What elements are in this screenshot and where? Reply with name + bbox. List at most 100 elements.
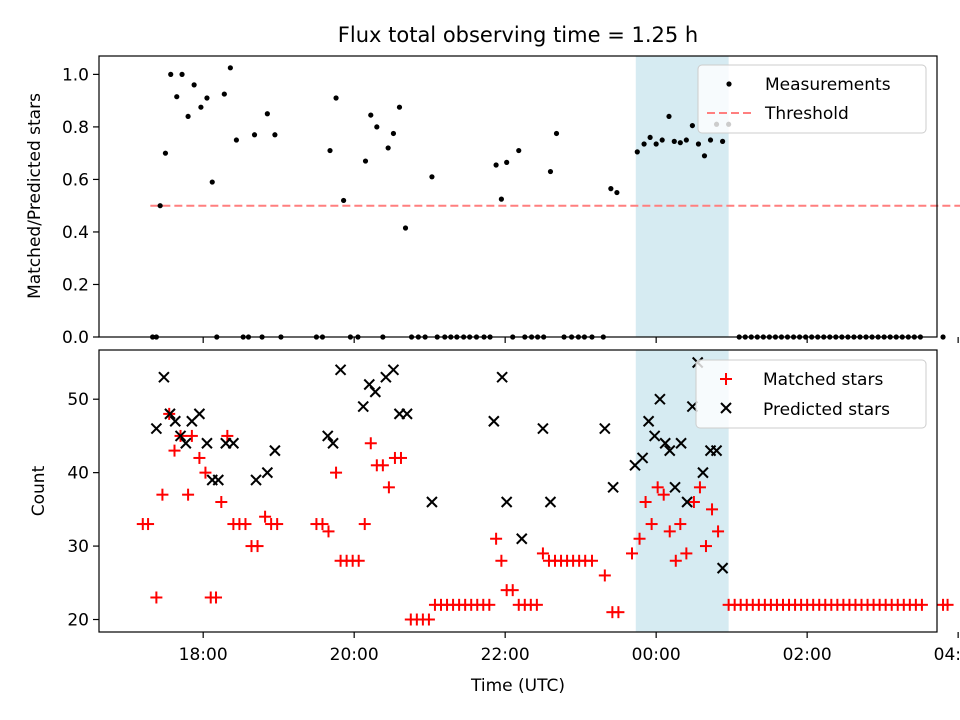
y-tick-label: 30 bbox=[67, 537, 89, 557]
bottom-legend: Matched stars Predicted stars bbox=[695, 359, 927, 429]
matched-star-point bbox=[185, 429, 198, 442]
matched-star-point bbox=[687, 496, 700, 509]
measurement-point bbox=[385, 145, 391, 151]
predicted-star-point bbox=[716, 562, 729, 574]
matched-star-point bbox=[330, 466, 343, 479]
x-axis-label: Time (UTC) bbox=[470, 676, 565, 696]
matched-star-point bbox=[699, 540, 712, 553]
predicted-star-point bbox=[516, 533, 528, 545]
top-legend: Measurements Threshold bbox=[697, 64, 927, 134]
y-tick-label: 0.2 bbox=[62, 275, 89, 295]
matched-star-point bbox=[271, 518, 284, 531]
y-tick-label: 20 bbox=[67, 611, 89, 631]
matched-star-point bbox=[168, 444, 181, 457]
matched-star-point bbox=[495, 554, 508, 567]
chart-title: Flux total observing time = 1.25 h bbox=[338, 23, 698, 47]
bottom-plot-frame bbox=[98, 349, 938, 633]
y-tick-label: 50 bbox=[67, 390, 89, 410]
matched-star-point bbox=[585, 554, 598, 567]
predicted-star-point bbox=[607, 481, 619, 494]
measurement-point bbox=[689, 122, 695, 129]
matched-star-point bbox=[142, 518, 155, 531]
measurement-point bbox=[653, 141, 659, 147]
matched-star-point bbox=[598, 569, 611, 582]
matched-star-point bbox=[651, 481, 664, 494]
measurement-point bbox=[659, 137, 665, 143]
measurement-point bbox=[168, 71, 174, 77]
legend-matched-label: Matched stars bbox=[763, 370, 883, 390]
matched-star-point bbox=[251, 540, 264, 553]
measurement-point bbox=[390, 130, 397, 137]
bottom-legend-box bbox=[695, 359, 927, 429]
matched-star-point bbox=[221, 429, 234, 442]
matched-star-point bbox=[633, 532, 646, 545]
matched-star-point bbox=[193, 451, 206, 464]
predicted-star-point bbox=[212, 474, 224, 486]
measurement-point bbox=[719, 138, 726, 144]
matched-star-point bbox=[382, 481, 395, 494]
matched-star-point bbox=[322, 525, 335, 538]
x-tick-label: 20:00 bbox=[330, 645, 379, 665]
measurement-point bbox=[191, 82, 197, 88]
measurement-point bbox=[396, 104, 403, 110]
top-y-axis-ticks: 0.0 0.2 0.4 0.6 0.8 1.0 bbox=[62, 65, 99, 348]
matched-star-point bbox=[199, 466, 212, 479]
measurement-point bbox=[162, 150, 169, 156]
measurement-point bbox=[493, 162, 499, 168]
matched-star-point bbox=[706, 503, 719, 516]
legend-measurements-label: Measurements bbox=[765, 75, 891, 95]
matched-star-point bbox=[941, 598, 954, 611]
predicted-star-point bbox=[500, 496, 513, 508]
measurement-point bbox=[504, 159, 510, 165]
measurement-point bbox=[368, 112, 374, 118]
matched-star-point bbox=[669, 554, 682, 567]
measurement-point bbox=[683, 137, 689, 143]
measurement-point bbox=[157, 203, 163, 209]
predicted-star-point bbox=[642, 415, 655, 427]
measurement-point bbox=[666, 113, 672, 120]
predicted-star-point bbox=[537, 422, 549, 435]
predicted-star-point bbox=[496, 371, 508, 383]
measurement-point bbox=[198, 104, 204, 110]
matched-star-point bbox=[536, 547, 549, 560]
matched-star-point bbox=[182, 488, 195, 501]
measurement-point bbox=[341, 197, 347, 204]
x-tick-label: 18:00 bbox=[179, 645, 228, 665]
matched-star-point bbox=[239, 518, 252, 531]
legend-measurement-marker bbox=[726, 81, 732, 87]
measurement-point bbox=[174, 94, 180, 100]
matched-star-point bbox=[316, 518, 329, 531]
legend-threshold-label: Threshold bbox=[764, 104, 849, 124]
predicted-star-point bbox=[675, 437, 687, 449]
y-tick-label: 0.8 bbox=[62, 118, 89, 138]
predicted-star-point bbox=[369, 386, 382, 398]
matched-star-point bbox=[663, 525, 676, 538]
measurement-point bbox=[429, 174, 435, 180]
matched-star-point bbox=[680, 547, 693, 560]
x-tick-label: 04:00 bbox=[934, 645, 960, 665]
predicted-star-point bbox=[193, 408, 206, 420]
predicted-star-point bbox=[648, 430, 661, 442]
measurement-point bbox=[547, 168, 554, 175]
legend-predicted-marker bbox=[720, 402, 732, 414]
matched-star-point bbox=[215, 496, 228, 509]
y-tick-label: 0.6 bbox=[62, 170, 89, 190]
predicted-star-point bbox=[250, 474, 262, 486]
predicted-star-point bbox=[227, 437, 240, 449]
matched-star-point bbox=[422, 613, 435, 626]
measurement-point bbox=[333, 95, 339, 101]
measurement-point bbox=[553, 130, 560, 137]
matched-star-point bbox=[625, 547, 638, 560]
measurement-point bbox=[227, 65, 233, 71]
bottom-y-axis-ticks: 20 30 40 50 bbox=[67, 390, 99, 631]
measurement-point bbox=[498, 196, 504, 202]
measurement-point bbox=[185, 113, 191, 120]
measurement-point bbox=[374, 124, 380, 130]
legend-predicted-label: Predicted stars bbox=[763, 400, 890, 420]
legend-matched-marker bbox=[720, 373, 732, 385]
x-tick-label: 02:00 bbox=[783, 645, 832, 665]
top-legend-box bbox=[697, 64, 927, 134]
predicted-star-point bbox=[327, 437, 339, 449]
predicted-star-point bbox=[269, 444, 281, 457]
